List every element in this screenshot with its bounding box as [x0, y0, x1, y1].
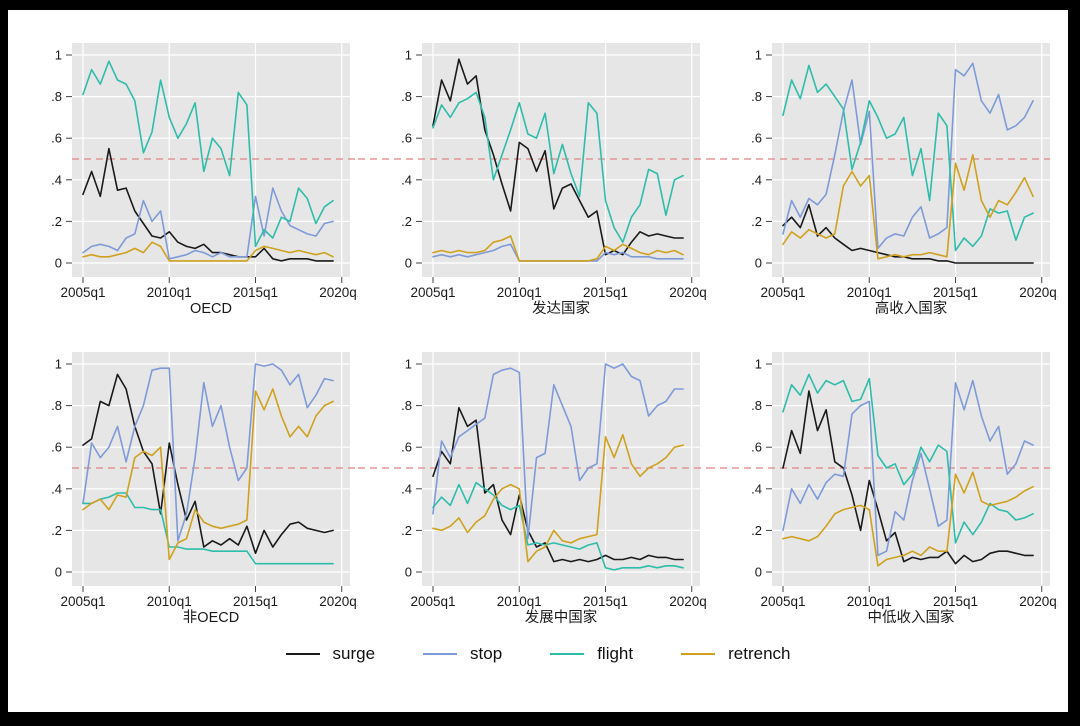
- svg-text:2015q1: 2015q1: [233, 594, 278, 609]
- svg-text:2020q1: 2020q1: [669, 594, 708, 609]
- retrench-line-swatch: [681, 653, 716, 655]
- chart-panel-oecd: 0 .2 .4 .6 .8 1 2005q1 2010q1 2015q1 2020q1 OECD: [8, 10, 358, 315]
- svg-text:.8: .8: [401, 89, 412, 104]
- svg-text:1: 1: [55, 48, 62, 63]
- svg-text:.6: .6: [751, 440, 762, 455]
- svg-text:1: 1: [755, 357, 762, 372]
- svg-text:.4: .4: [401, 172, 412, 187]
- svg-text:2020q1: 2020q1: [1019, 594, 1058, 609]
- legend-label-retrench: retrench: [728, 644, 791, 663]
- svg-text:.4: .4: [401, 481, 412, 496]
- chart-panel-developed-countries: 0 .2 .4 .6 .8 1 2005q1 2010q1 2015q1 2020q1 发达国家: [358, 10, 708, 315]
- svg-text:2020q1: 2020q1: [1019, 285, 1058, 300]
- line-chart-developed-countries: 0 .2 .4 .6 .8 1 2005q1 2010q1 2015q1 2020q1 发达国家: [358, 43, 708, 315]
- legend: surge stop flight retrench: [8, 644, 1068, 664]
- figure-canvas: 0 .2 .4 .6 .8 1 2005q1 2010q1 2015q1 2020q1 OECD 0…: [8, 10, 1068, 712]
- svg-text:1: 1: [405, 48, 412, 63]
- line-chart-developing-countries: 0 .2 .4 .6 .8 1 2005q1 2010q1 2015q1 2020q1 发展中国家: [358, 352, 708, 624]
- svg-text:.2: .2: [51, 214, 62, 229]
- svg-text:发达国家: 发达国家: [532, 300, 590, 315]
- chart-panel-low-middle-income-countries: 0 .2 .4 .6 .8 1 2005q1 2010q1 2015q1 2020q1 中低收入国家: [708, 319, 1058, 624]
- legend-label-flight: flight: [597, 644, 634, 663]
- svg-text:.4: .4: [51, 172, 62, 187]
- chart-panel-developing-countries: 0 .2 .4 .6 .8 1 2005q1 2010q1 2015q1 2020q1 发展中国家: [358, 319, 708, 624]
- chart-panel-non-oecd: 0 .2 .4 .6 .8 1 2005q1 2010q1 2015q1 2020q1 非OECD: [8, 319, 358, 624]
- svg-text:高收入国家: 高收入国家: [875, 300, 948, 315]
- svg-text:2015q1: 2015q1: [933, 594, 978, 609]
- svg-text:.4: .4: [51, 481, 62, 496]
- surge-line-swatch: [285, 653, 320, 655]
- svg-text:1: 1: [55, 357, 62, 372]
- legend-item-surge: surge: [285, 644, 376, 664]
- legend-label-surge: surge: [332, 644, 376, 663]
- svg-text:1: 1: [755, 48, 762, 63]
- svg-text:.8: .8: [401, 398, 412, 413]
- svg-text:2005q1: 2005q1: [60, 285, 105, 300]
- svg-text:0: 0: [55, 565, 62, 580]
- legend-item-retrench: retrench: [681, 644, 790, 664]
- line-chart-low-middle-income-countries: 0 .2 .4 .6 .8 1 2005q1 2010q1 2015q1 2020q1 中低收入国家: [708, 352, 1058, 624]
- svg-text:.2: .2: [51, 523, 62, 538]
- svg-text:2020q1: 2020q1: [319, 285, 358, 300]
- legend-item-flight: flight: [550, 644, 633, 664]
- svg-text:2015q1: 2015q1: [933, 285, 978, 300]
- svg-text:0: 0: [405, 256, 412, 271]
- chart-panel-high-income-countries: 0 .2 .4 .6 .8 1 2005q1 2010q1 2015q1 2020q1 高收入国家: [708, 10, 1058, 315]
- line-chart-non-oecd: 0 .2 .4 .6 .8 1 2005q1 2010q1 2015q1 2020q1 非OECD: [51, 352, 358, 624]
- line-chart-high-income-countries: 0 .2 .4 .6 .8 1 2005q1 2010q1 2015q1 2020q1 高收入国家: [708, 43, 1058, 315]
- svg-text:.2: .2: [401, 214, 412, 229]
- svg-text:2010q1: 2010q1: [497, 594, 542, 609]
- svg-text:0: 0: [755, 565, 762, 580]
- svg-text:.2: .2: [401, 523, 412, 538]
- svg-text:.6: .6: [51, 131, 62, 146]
- svg-text:.8: .8: [751, 398, 762, 413]
- svg-text:1: 1: [405, 357, 412, 372]
- svg-text:2015q1: 2015q1: [583, 285, 628, 300]
- svg-text:2010q1: 2010q1: [847, 594, 892, 609]
- svg-text:.2: .2: [751, 214, 762, 229]
- svg-text:2015q1: 2015q1: [583, 594, 628, 609]
- svg-text:非OECD: 非OECD: [183, 609, 239, 624]
- svg-text:.8: .8: [751, 89, 762, 104]
- svg-text:.4: .4: [751, 481, 762, 496]
- svg-text:中低收入国家: 中低收入国家: [868, 609, 955, 624]
- svg-text:.8: .8: [51, 89, 62, 104]
- stop-line-swatch: [423, 653, 458, 655]
- svg-text:发展中国家: 发展中国家: [525, 609, 598, 624]
- legend-label-stop: stop: [470, 644, 503, 663]
- svg-text:2015q1: 2015q1: [233, 285, 278, 300]
- svg-text:.4: .4: [751, 172, 762, 187]
- svg-text:2010q1: 2010q1: [147, 285, 192, 300]
- svg-text:2005q1: 2005q1: [410, 285, 455, 300]
- svg-text:2005q1: 2005q1: [760, 594, 805, 609]
- flight-line-swatch: [550, 653, 585, 655]
- svg-text:.8: .8: [51, 398, 62, 413]
- line-chart-oecd: 0 .2 .4 .6 .8 1 2005q1 2010q1 2015q1 2020q1 OECD: [51, 43, 358, 315]
- svg-text:.6: .6: [401, 440, 412, 455]
- svg-text:0: 0: [55, 256, 62, 271]
- svg-text:0: 0: [405, 565, 412, 580]
- svg-text:.6: .6: [751, 131, 762, 146]
- svg-text:2005q1: 2005q1: [410, 594, 455, 609]
- svg-text:2020q1: 2020q1: [669, 285, 708, 300]
- svg-text:2010q1: 2010q1: [147, 594, 192, 609]
- legend-item-stop: stop: [423, 644, 502, 664]
- svg-text:OECD: OECD: [190, 301, 232, 315]
- svg-text:2020q1: 2020q1: [319, 594, 358, 609]
- svg-text:0: 0: [755, 256, 762, 271]
- svg-text:2005q1: 2005q1: [60, 594, 105, 609]
- svg-text:.6: .6: [51, 440, 62, 455]
- svg-text:2005q1: 2005q1: [760, 285, 805, 300]
- svg-text:2010q1: 2010q1: [847, 285, 892, 300]
- svg-text:.2: .2: [751, 523, 762, 538]
- svg-text:2010q1: 2010q1: [497, 285, 542, 300]
- svg-text:.6: .6: [401, 131, 412, 146]
